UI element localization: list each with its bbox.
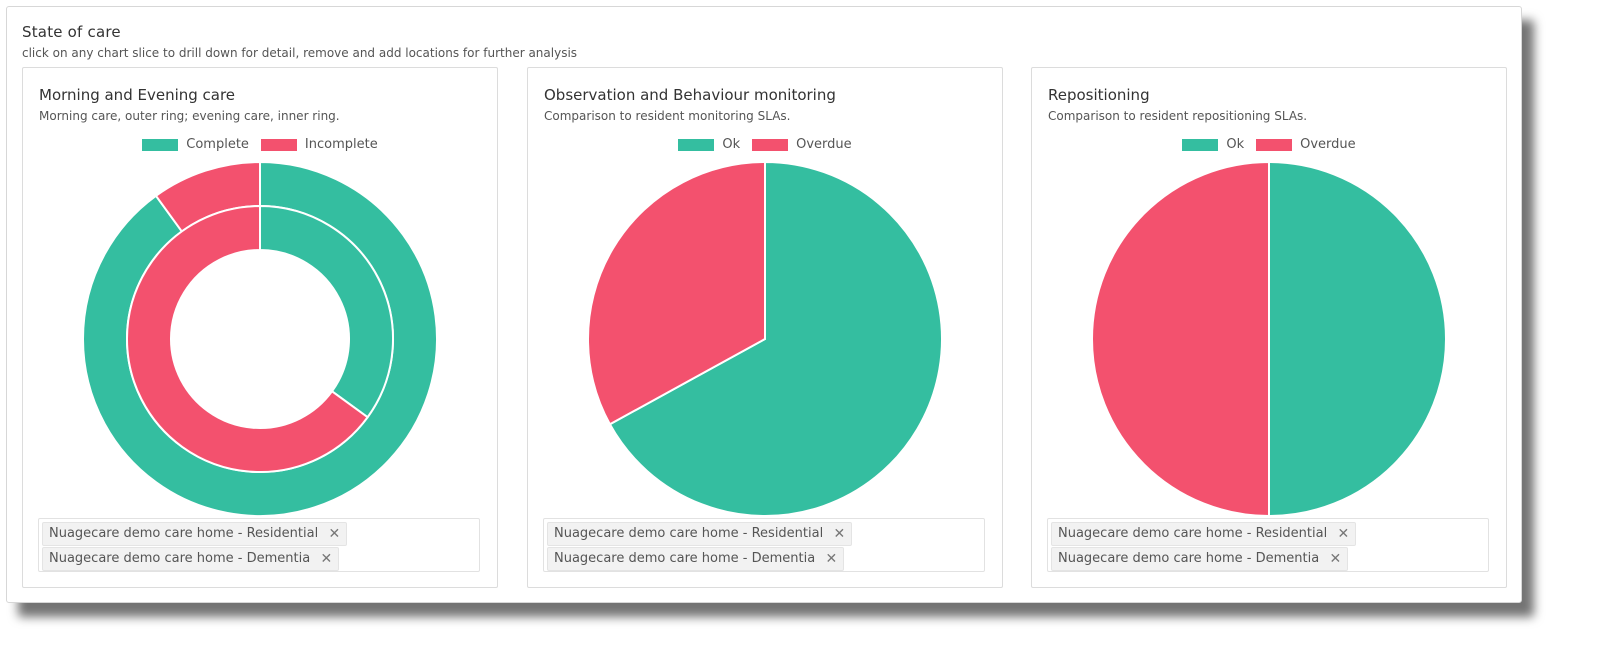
tag-label: Nuagecare demo care home - Dementia bbox=[49, 551, 311, 566]
location-selector[interactable]: Nuagecare demo care home - Residential ✕… bbox=[38, 518, 480, 572]
legend-item-incomplete[interactable]: Incomplete bbox=[260, 137, 378, 152]
location-tag-dementia: Nuagecare demo care home - Dementia ✕ bbox=[547, 547, 845, 571]
doughnut-chart-care bbox=[82, 160, 438, 517]
slice-ok[interactable] bbox=[608, 160, 943, 517]
legend-item-overdue[interactable]: Overdue bbox=[1256, 137, 1356, 152]
location-tag-dementia: Nuagecare demo care home - Dementia ✕ bbox=[1051, 547, 1349, 571]
location-selector[interactable]: Nuagecare demo care home - Residential ✕… bbox=[1047, 518, 1489, 572]
remove-tag-icon[interactable]: ✕ bbox=[1329, 551, 1342, 567]
card-morning-evening-care: Morning and Evening care Morning care, o… bbox=[22, 67, 498, 588]
location-selector[interactable]: Nuagecare demo care home - Residential ✕… bbox=[543, 518, 985, 572]
legend-swatch bbox=[1256, 138, 1293, 151]
slice-overdue[interactable] bbox=[587, 160, 766, 426]
legend-item-complete[interactable]: Complete bbox=[142, 137, 249, 152]
state-of-care-panel: State of care click on any chart slice t… bbox=[6, 6, 1522, 603]
location-tag-residential: Nuagecare demo care home - Residential ✕ bbox=[1051, 522, 1357, 546]
tag-label: Nuagecare demo care home - Residential bbox=[49, 526, 319, 541]
legend-swatch bbox=[1182, 138, 1219, 151]
legend-label: Overdue bbox=[796, 137, 852, 152]
legend-item-overdue[interactable]: Overdue bbox=[752, 137, 852, 152]
card-description: Comparison to resident monitoring SLAs. bbox=[544, 109, 791, 123]
legend-label: Ok bbox=[722, 137, 741, 152]
legend-swatch bbox=[142, 138, 179, 151]
card-description: Morning care, outer ring; evening care, … bbox=[39, 109, 340, 123]
tag-label: Nuagecare demo care home - Residential bbox=[554, 526, 824, 541]
legend-label: Complete bbox=[186, 137, 249, 152]
card-repositioning: Repositioning Comparison to resident rep… bbox=[1031, 67, 1507, 588]
remove-tag-icon[interactable]: ✕ bbox=[825, 551, 838, 567]
location-tag-residential: Nuagecare demo care home - Residential ✕ bbox=[42, 522, 348, 546]
legend-item-ok[interactable]: Ok bbox=[678, 137, 740, 152]
pie-chart-repositioning bbox=[1091, 160, 1447, 518]
remove-tag-icon[interactable]: ✕ bbox=[320, 551, 333, 567]
tag-label: Nuagecare demo care home - Dementia bbox=[554, 551, 816, 566]
panel-title: State of care bbox=[22, 23, 121, 41]
slice-overdue[interactable] bbox=[1091, 160, 1270, 518]
inner-ring-slice-incomplete[interactable] bbox=[126, 204, 369, 473]
card-title: Observation and Behaviour monitoring bbox=[544, 86, 836, 104]
card-title: Repositioning bbox=[1048, 86, 1150, 104]
remove-tag-icon[interactable]: ✕ bbox=[833, 526, 846, 542]
card-title: Morning and Evening care bbox=[39, 86, 236, 104]
card-description: Comparison to resident repositioning SLA… bbox=[1048, 109, 1308, 123]
legend-swatch bbox=[678, 138, 715, 151]
pie-chart-observation bbox=[587, 160, 943, 517]
tag-label: Nuagecare demo care home - Residential bbox=[1058, 526, 1328, 541]
remove-tag-icon[interactable]: ✕ bbox=[328, 526, 341, 542]
legend-swatch bbox=[752, 138, 789, 151]
legend-label: Ok bbox=[1226, 137, 1245, 152]
location-tag-residential: Nuagecare demo care home - Residential ✕ bbox=[547, 522, 853, 546]
chart-legend: Ok Overdue bbox=[528, 137, 1002, 152]
chart-legend: Ok Overdue bbox=[1032, 137, 1506, 152]
card-observation-behaviour: Observation and Behaviour monitoring Com… bbox=[527, 67, 1003, 588]
legend-label: Overdue bbox=[1300, 137, 1356, 152]
legend-item-ok[interactable]: Ok bbox=[1182, 137, 1244, 152]
tag-label: Nuagecare demo care home - Dementia bbox=[1058, 551, 1320, 566]
chart-legend: Complete Incomplete bbox=[23, 137, 497, 152]
inner-ring-slice-complete[interactable] bbox=[259, 204, 394, 419]
location-tag-dementia: Nuagecare demo care home - Dementia ✕ bbox=[42, 547, 340, 571]
slice-ok[interactable] bbox=[1268, 160, 1447, 518]
remove-tag-icon[interactable]: ✕ bbox=[1337, 526, 1350, 542]
legend-swatch bbox=[260, 138, 297, 151]
legend-label: Incomplete bbox=[304, 137, 378, 152]
panel-subtitle: click on any chart slice to drill down f… bbox=[22, 46, 578, 60]
